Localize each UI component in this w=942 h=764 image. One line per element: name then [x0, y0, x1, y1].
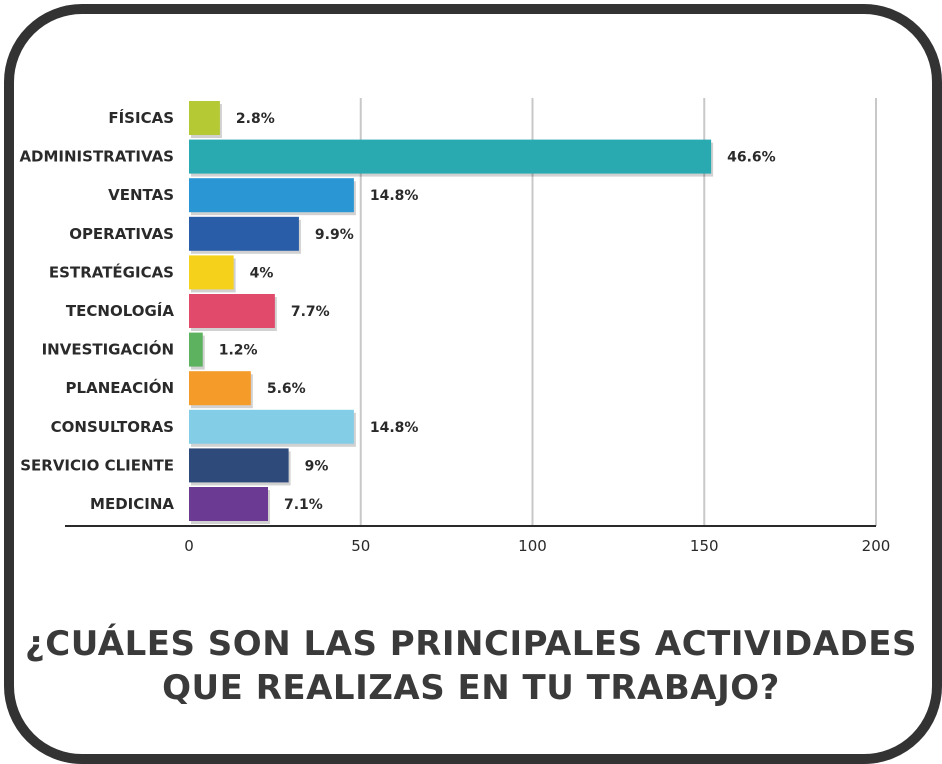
value-label-10: 7.1%	[284, 497, 323, 513]
x-tick-label-0: 0	[184, 537, 194, 555]
bar-10	[189, 487, 269, 521]
bar-8	[189, 409, 354, 444]
bar-1	[189, 139, 712, 174]
x-tick-label-3: 150	[690, 537, 719, 555]
value-label-3: 9.9%	[315, 227, 354, 243]
value-label-2: 14.8%	[370, 188, 419, 204]
category-label-4: ESTRATÉGICAS	[49, 262, 174, 281]
bar-5	[189, 294, 275, 328]
value-label-1: 46.6%	[727, 150, 776, 166]
category-label-9: SERVICIO CLIENTE	[20, 456, 174, 474]
bar-4	[189, 255, 234, 290]
x-tick-label-2: 100	[518, 537, 547, 555]
category-label-7: PLANEACIÓN	[66, 378, 174, 397]
category-label-0: FÍSICAS	[108, 108, 174, 127]
category-label-2: VENTAS	[108, 186, 174, 204]
bar-9	[189, 448, 289, 483]
x-tick-label-1: 50	[351, 537, 370, 555]
value-label-7: 5.6%	[267, 381, 306, 397]
chart-frame	[4, 4, 942, 764]
category-label-8: CONSULTORAS	[51, 418, 174, 436]
value-label-8: 14.8%	[370, 420, 419, 436]
value-label-5: 7.7%	[291, 304, 330, 320]
bar-6	[189, 332, 203, 367]
category-label-6: INVESTIGACIÓN	[42, 340, 174, 359]
x-tick-label-4: 200	[862, 537, 891, 555]
chart-title-line-2: QUE REALIZAS EN TU TRABAJO?	[162, 668, 780, 708]
chart-title: ¿CUÁLES SON LAS PRINCIPALES ACTIVIDADES …	[0, 622, 942, 710]
value-label-0: 2.8%	[236, 111, 275, 127]
bar-7	[189, 371, 251, 406]
bar-3	[189, 216, 299, 251]
value-label-9: 9%	[305, 458, 329, 474]
category-label-5: TECNOLOGÍA	[66, 301, 174, 320]
bar-chart: FÍSICAS 2.8% ADMINISTRATIVAS 46.6% VENTAS 14.…	[19, 98, 891, 555]
chart-title-line-1: ¿CUÁLES SON LAS PRINCIPALES ACTIVIDADES	[25, 624, 917, 664]
value-label-6: 1.2%	[219, 343, 258, 359]
category-label-10: MEDICINA	[90, 495, 174, 513]
category-label-1: ADMINISTRATIVAS	[19, 148, 174, 166]
value-label-4: 4%	[250, 265, 274, 281]
bar-2	[189, 178, 354, 213]
category-label-3: OPERATIVAS	[69, 225, 174, 243]
bar-0	[189, 101, 220, 135]
